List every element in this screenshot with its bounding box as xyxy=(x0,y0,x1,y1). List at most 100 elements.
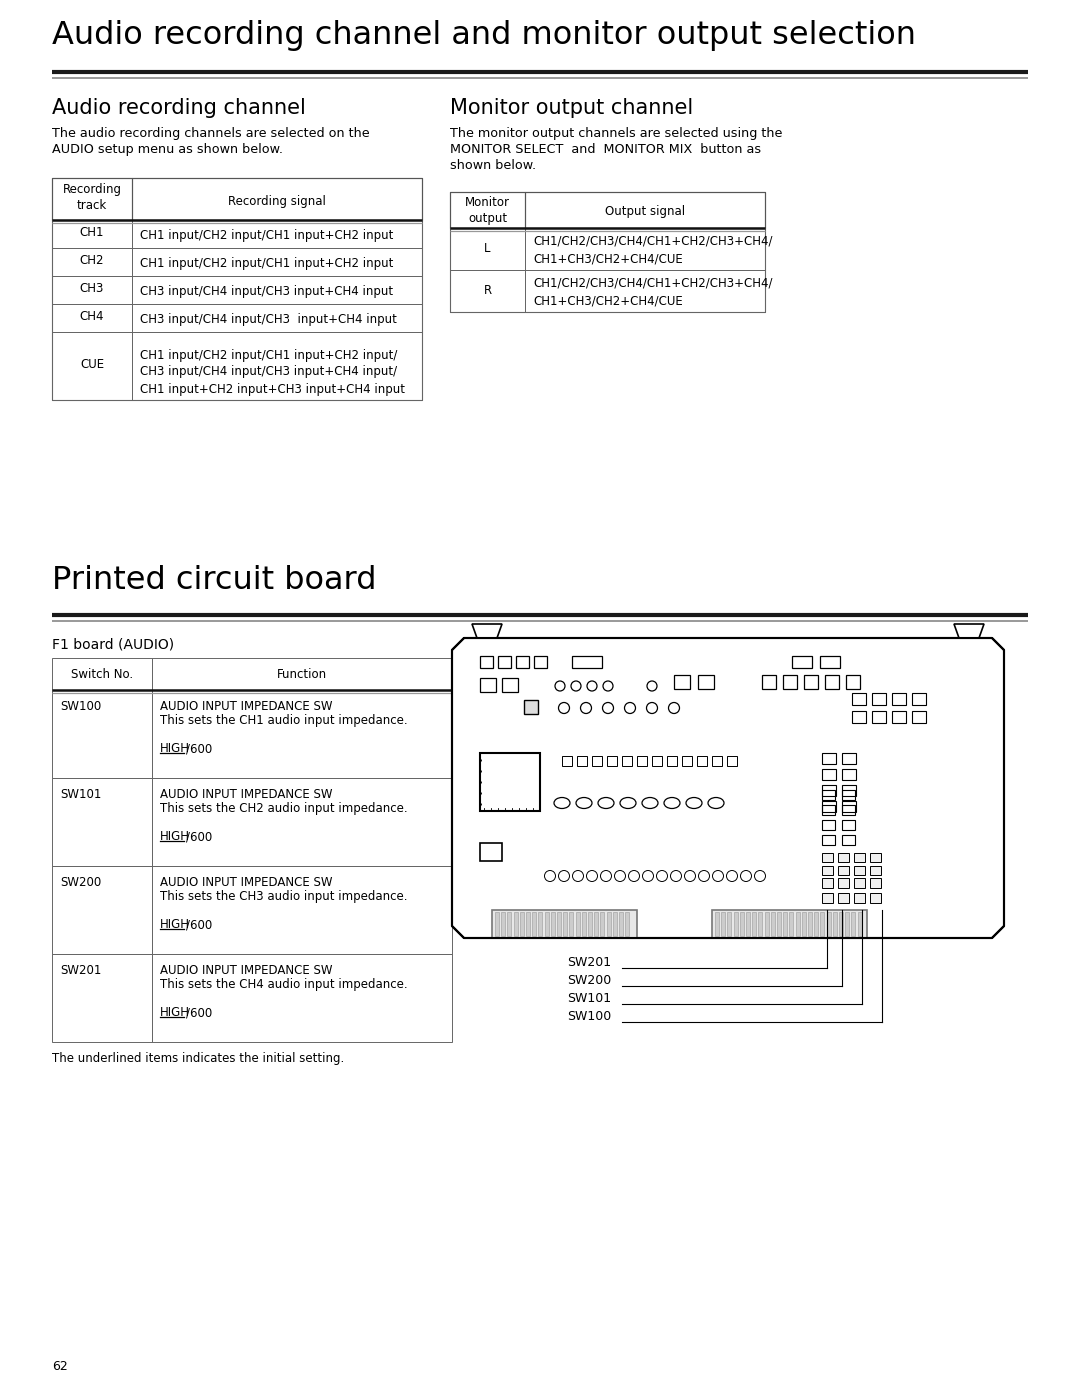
Bar xyxy=(822,785,836,796)
Text: R: R xyxy=(484,284,491,296)
Bar xyxy=(539,912,542,936)
Bar xyxy=(622,756,632,766)
Bar xyxy=(839,912,843,936)
Bar xyxy=(838,893,849,902)
Polygon shape xyxy=(472,624,502,638)
Bar xyxy=(52,332,132,400)
Bar xyxy=(501,912,505,936)
Bar xyxy=(697,756,707,766)
Text: SW200: SW200 xyxy=(567,975,611,988)
Bar xyxy=(612,912,617,936)
Circle shape xyxy=(647,680,657,692)
Text: /600: /600 xyxy=(186,1006,213,1018)
Bar xyxy=(52,866,152,954)
Text: Monitor
output: Monitor output xyxy=(465,196,510,225)
Bar xyxy=(822,753,836,764)
Bar xyxy=(132,249,422,277)
Bar xyxy=(52,249,132,277)
Bar xyxy=(826,912,831,936)
Bar xyxy=(822,768,836,780)
Text: Recording signal: Recording signal xyxy=(228,194,326,208)
Bar xyxy=(852,711,866,724)
Bar xyxy=(822,789,835,800)
Bar xyxy=(667,756,677,766)
Ellipse shape xyxy=(554,798,570,809)
Circle shape xyxy=(572,870,583,882)
Text: The audio recording channels are selected on the: The audio recording channels are selecte… xyxy=(52,127,369,140)
Text: MONITOR SELECT  and  MONITOR MIX  button as: MONITOR SELECT and MONITOR MIX button as xyxy=(450,142,761,156)
Text: 62: 62 xyxy=(52,1361,68,1373)
Circle shape xyxy=(555,680,565,692)
Bar xyxy=(52,277,132,305)
Bar xyxy=(825,675,839,689)
Circle shape xyxy=(558,703,569,714)
Text: CH1 input/CH2 input/CH1 input+CH2 input: CH1 input/CH2 input/CH1 input+CH2 input xyxy=(140,229,393,243)
Text: SW201: SW201 xyxy=(567,957,611,970)
Text: CH3 input/CH4 input/CH3 input+CH4 input: CH3 input/CH4 input/CH3 input+CH4 input xyxy=(140,285,393,299)
Bar xyxy=(872,711,886,724)
Bar xyxy=(519,912,524,936)
Bar xyxy=(842,789,855,800)
Text: Switch No.: Switch No. xyxy=(71,668,133,680)
Text: L: L xyxy=(484,242,490,254)
Bar xyxy=(525,191,765,228)
Bar xyxy=(777,912,781,936)
Bar xyxy=(508,912,512,936)
Text: HIGH: HIGH xyxy=(160,830,190,842)
Bar xyxy=(842,768,856,780)
Bar xyxy=(796,912,799,936)
Bar xyxy=(821,912,824,936)
Bar xyxy=(854,866,865,875)
Bar xyxy=(789,912,794,936)
Bar xyxy=(698,675,714,689)
Circle shape xyxy=(558,870,569,882)
Bar xyxy=(822,835,835,845)
Circle shape xyxy=(755,870,766,882)
Circle shape xyxy=(588,680,597,692)
Bar xyxy=(625,912,630,936)
Bar xyxy=(728,912,731,936)
Bar xyxy=(852,693,866,705)
Bar xyxy=(838,866,849,875)
Bar xyxy=(577,756,588,766)
Bar xyxy=(592,756,602,766)
Bar xyxy=(854,893,865,902)
Bar xyxy=(870,854,881,862)
Text: SW101: SW101 xyxy=(567,992,611,1006)
Ellipse shape xyxy=(598,798,615,809)
Polygon shape xyxy=(453,638,1004,937)
Circle shape xyxy=(586,870,597,882)
Bar xyxy=(480,657,492,668)
Bar xyxy=(152,658,453,690)
Text: The underlined items indicates the initial setting.: The underlined items indicates the initi… xyxy=(52,1052,345,1065)
Bar xyxy=(637,756,647,766)
Bar xyxy=(733,912,738,936)
Circle shape xyxy=(727,870,738,882)
Bar xyxy=(842,805,855,814)
Bar xyxy=(765,912,769,936)
Bar xyxy=(762,675,777,689)
Bar xyxy=(576,912,580,936)
Bar xyxy=(588,912,592,936)
Text: HIGH: HIGH xyxy=(160,1006,190,1018)
Bar xyxy=(892,693,906,705)
Bar xyxy=(551,912,555,936)
Bar xyxy=(758,912,762,936)
Bar xyxy=(152,690,453,778)
Circle shape xyxy=(669,703,679,714)
Ellipse shape xyxy=(642,798,658,809)
Bar xyxy=(792,657,812,668)
Text: F1 board (AUDIO): F1 board (AUDIO) xyxy=(52,637,174,651)
Text: Printed circuit board: Printed circuit board xyxy=(52,564,377,597)
Bar xyxy=(870,877,881,888)
Bar xyxy=(152,866,453,954)
Bar xyxy=(652,756,662,766)
Circle shape xyxy=(685,870,696,882)
Text: Recording
track: Recording track xyxy=(63,183,121,212)
Bar xyxy=(132,305,422,332)
Bar xyxy=(582,912,585,936)
Text: CH1 input/CH2 input/CH1 input+CH2 input/
CH3 input/CH4 input/CH3 input+CH4 input: CH1 input/CH2 input/CH1 input+CH2 input/… xyxy=(140,348,405,395)
Text: Output signal: Output signal xyxy=(605,205,685,218)
Circle shape xyxy=(699,870,710,882)
Polygon shape xyxy=(954,624,984,638)
